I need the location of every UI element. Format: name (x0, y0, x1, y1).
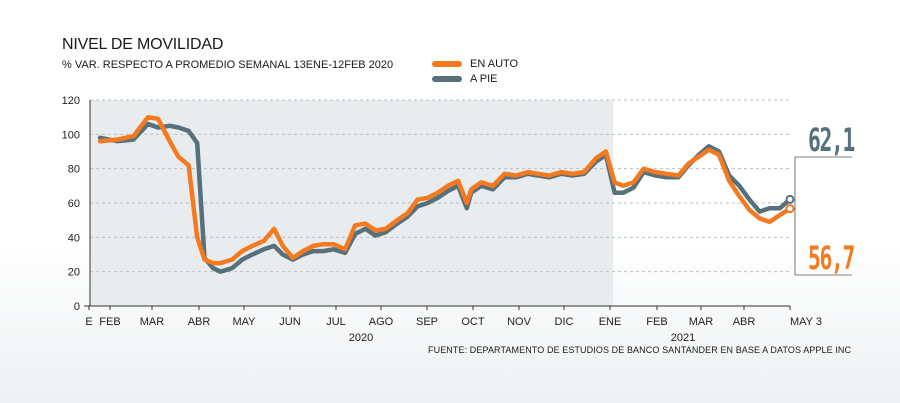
x-tick-label: ABR (188, 316, 211, 328)
legend-item-auto: EN AUTO (432, 56, 518, 71)
chart-title: NIVEL DE MOVILIDAD (62, 36, 224, 53)
x-tick-label: MAR (140, 316, 165, 328)
year-label: 2020 (349, 332, 373, 344)
legend-swatch-auto (432, 60, 462, 67)
legend-label-pie: A PIE (470, 72, 498, 85)
year-label: 2021 (671, 332, 695, 344)
x-tick-label: E (85, 316, 92, 328)
callout-connector-auto (794, 208, 852, 276)
end-marker-pie (785, 194, 795, 204)
shaded-2020-region (90, 100, 614, 306)
y-tick-label: 60 (68, 198, 80, 210)
callout-value-auto: 56,7 (808, 239, 854, 277)
x-tick-label: SEP (416, 316, 438, 328)
x-tick-label: AGO (369, 316, 394, 328)
chart-subtitle: % VAR. RESPECTO A PROMEDIO SEMANAL 13ENE… (62, 59, 394, 71)
y-tick-label: 100 (62, 129, 80, 141)
y-tick-label: 40 (68, 232, 80, 244)
end-marker-auto (785, 204, 795, 214)
legend-label-auto: EN AUTO (470, 57, 519, 70)
x-tick-label: JUL (326, 316, 346, 328)
legend-item-pie: A PIE (432, 71, 518, 86)
x-tick-label: ENE (599, 316, 622, 328)
x-tick-label: MAY (232, 316, 256, 328)
x-tick-label: FEB (646, 316, 667, 328)
x-tick-label: JUN (279, 316, 300, 328)
x-tick-label: FEB (99, 316, 120, 328)
x-tick-label: ABR (733, 316, 756, 328)
series-line-auto (97, 114, 793, 266)
x-tick-label: NOV (507, 316, 532, 328)
y-tick-label: 80 (68, 164, 80, 176)
x-tick-label: DIC (555, 316, 574, 328)
y-tick-label: 120 (62, 95, 80, 107)
y-tick-label: 0 (74, 301, 80, 313)
callout-value-pie: 62,1 (808, 121, 854, 159)
x-tick-label: OCT (461, 316, 485, 328)
legend: EN AUTO A PIE (432, 56, 518, 86)
legend-swatch-pie (432, 75, 462, 82)
x-tick-label: MAY 3 (790, 316, 822, 328)
x-tick-label: MAR (689, 316, 714, 328)
y-tick-label: 20 (68, 267, 80, 279)
source-note: FUENTE: DEPARTAMENTO DE ESTUDIOS DE BANC… (428, 345, 852, 355)
callout-connector-pie (794, 156, 852, 210)
